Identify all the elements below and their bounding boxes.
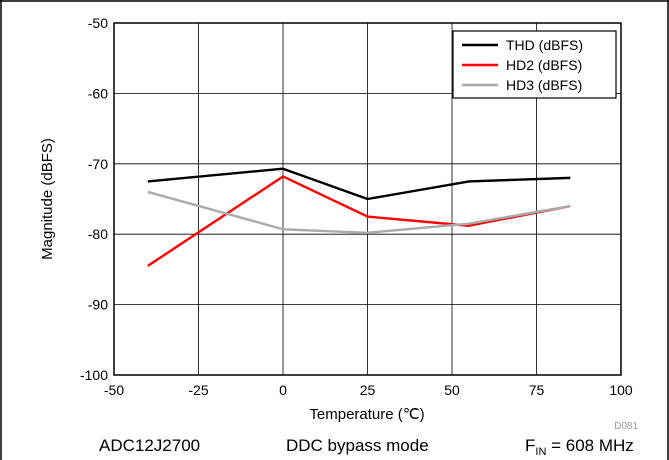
y-tick-label: -50 (88, 15, 108, 31)
tick-labels: -50 -25 0 25 50 75 100 -100 -90 -80 -70 -60 -50 (80, 15, 633, 398)
x-tick-label: 25 (360, 382, 376, 398)
x-tick-label: 50 (444, 382, 460, 398)
legend-label: HD2 (dBFS) (506, 57, 582, 73)
x-tick-label: -25 (188, 382, 208, 398)
fin-subscript: IN (535, 446, 547, 458)
series-lines (147, 167, 571, 267)
x-axis-label: Temperature (℃) (309, 406, 424, 423)
y-tick-label: -100 (80, 367, 108, 383)
footer-mode-label: DDC bypass mode (286, 436, 429, 455)
footer-device-label: ADC12J2700 (99, 436, 201, 455)
x-tick-label: 75 (529, 382, 545, 398)
y-axis-label: Magnitude (dBFS) (39, 138, 56, 260)
y-tick-label: -70 (88, 156, 108, 172)
x-tick-label: 0 (279, 382, 287, 398)
fin-value: = 608 MHz (546, 436, 634, 455)
y-tick-label: -60 (88, 85, 108, 101)
legend: THD (dBFS) HD2 (dBFS) HD3 (dBFS) (452, 30, 617, 99)
footer-input-frequency: FIN = 608 MHz (525, 436, 634, 458)
legend-label: HD3 (dBFS) (506, 77, 582, 93)
plot-area (113, 22, 622, 376)
y-tick-label: -90 (88, 297, 108, 313)
fin-symbol: F (525, 436, 536, 455)
series-line-2 (147, 175, 571, 267)
x-tick-label: 100 (609, 382, 633, 398)
x-tick-label: -50 (104, 382, 124, 398)
figure-id-annotation: D081 (614, 421, 638, 432)
legend-label: THD (dBFS) (506, 37, 583, 53)
series-line-1 (147, 167, 571, 201)
y-tick-label: -80 (88, 226, 108, 242)
